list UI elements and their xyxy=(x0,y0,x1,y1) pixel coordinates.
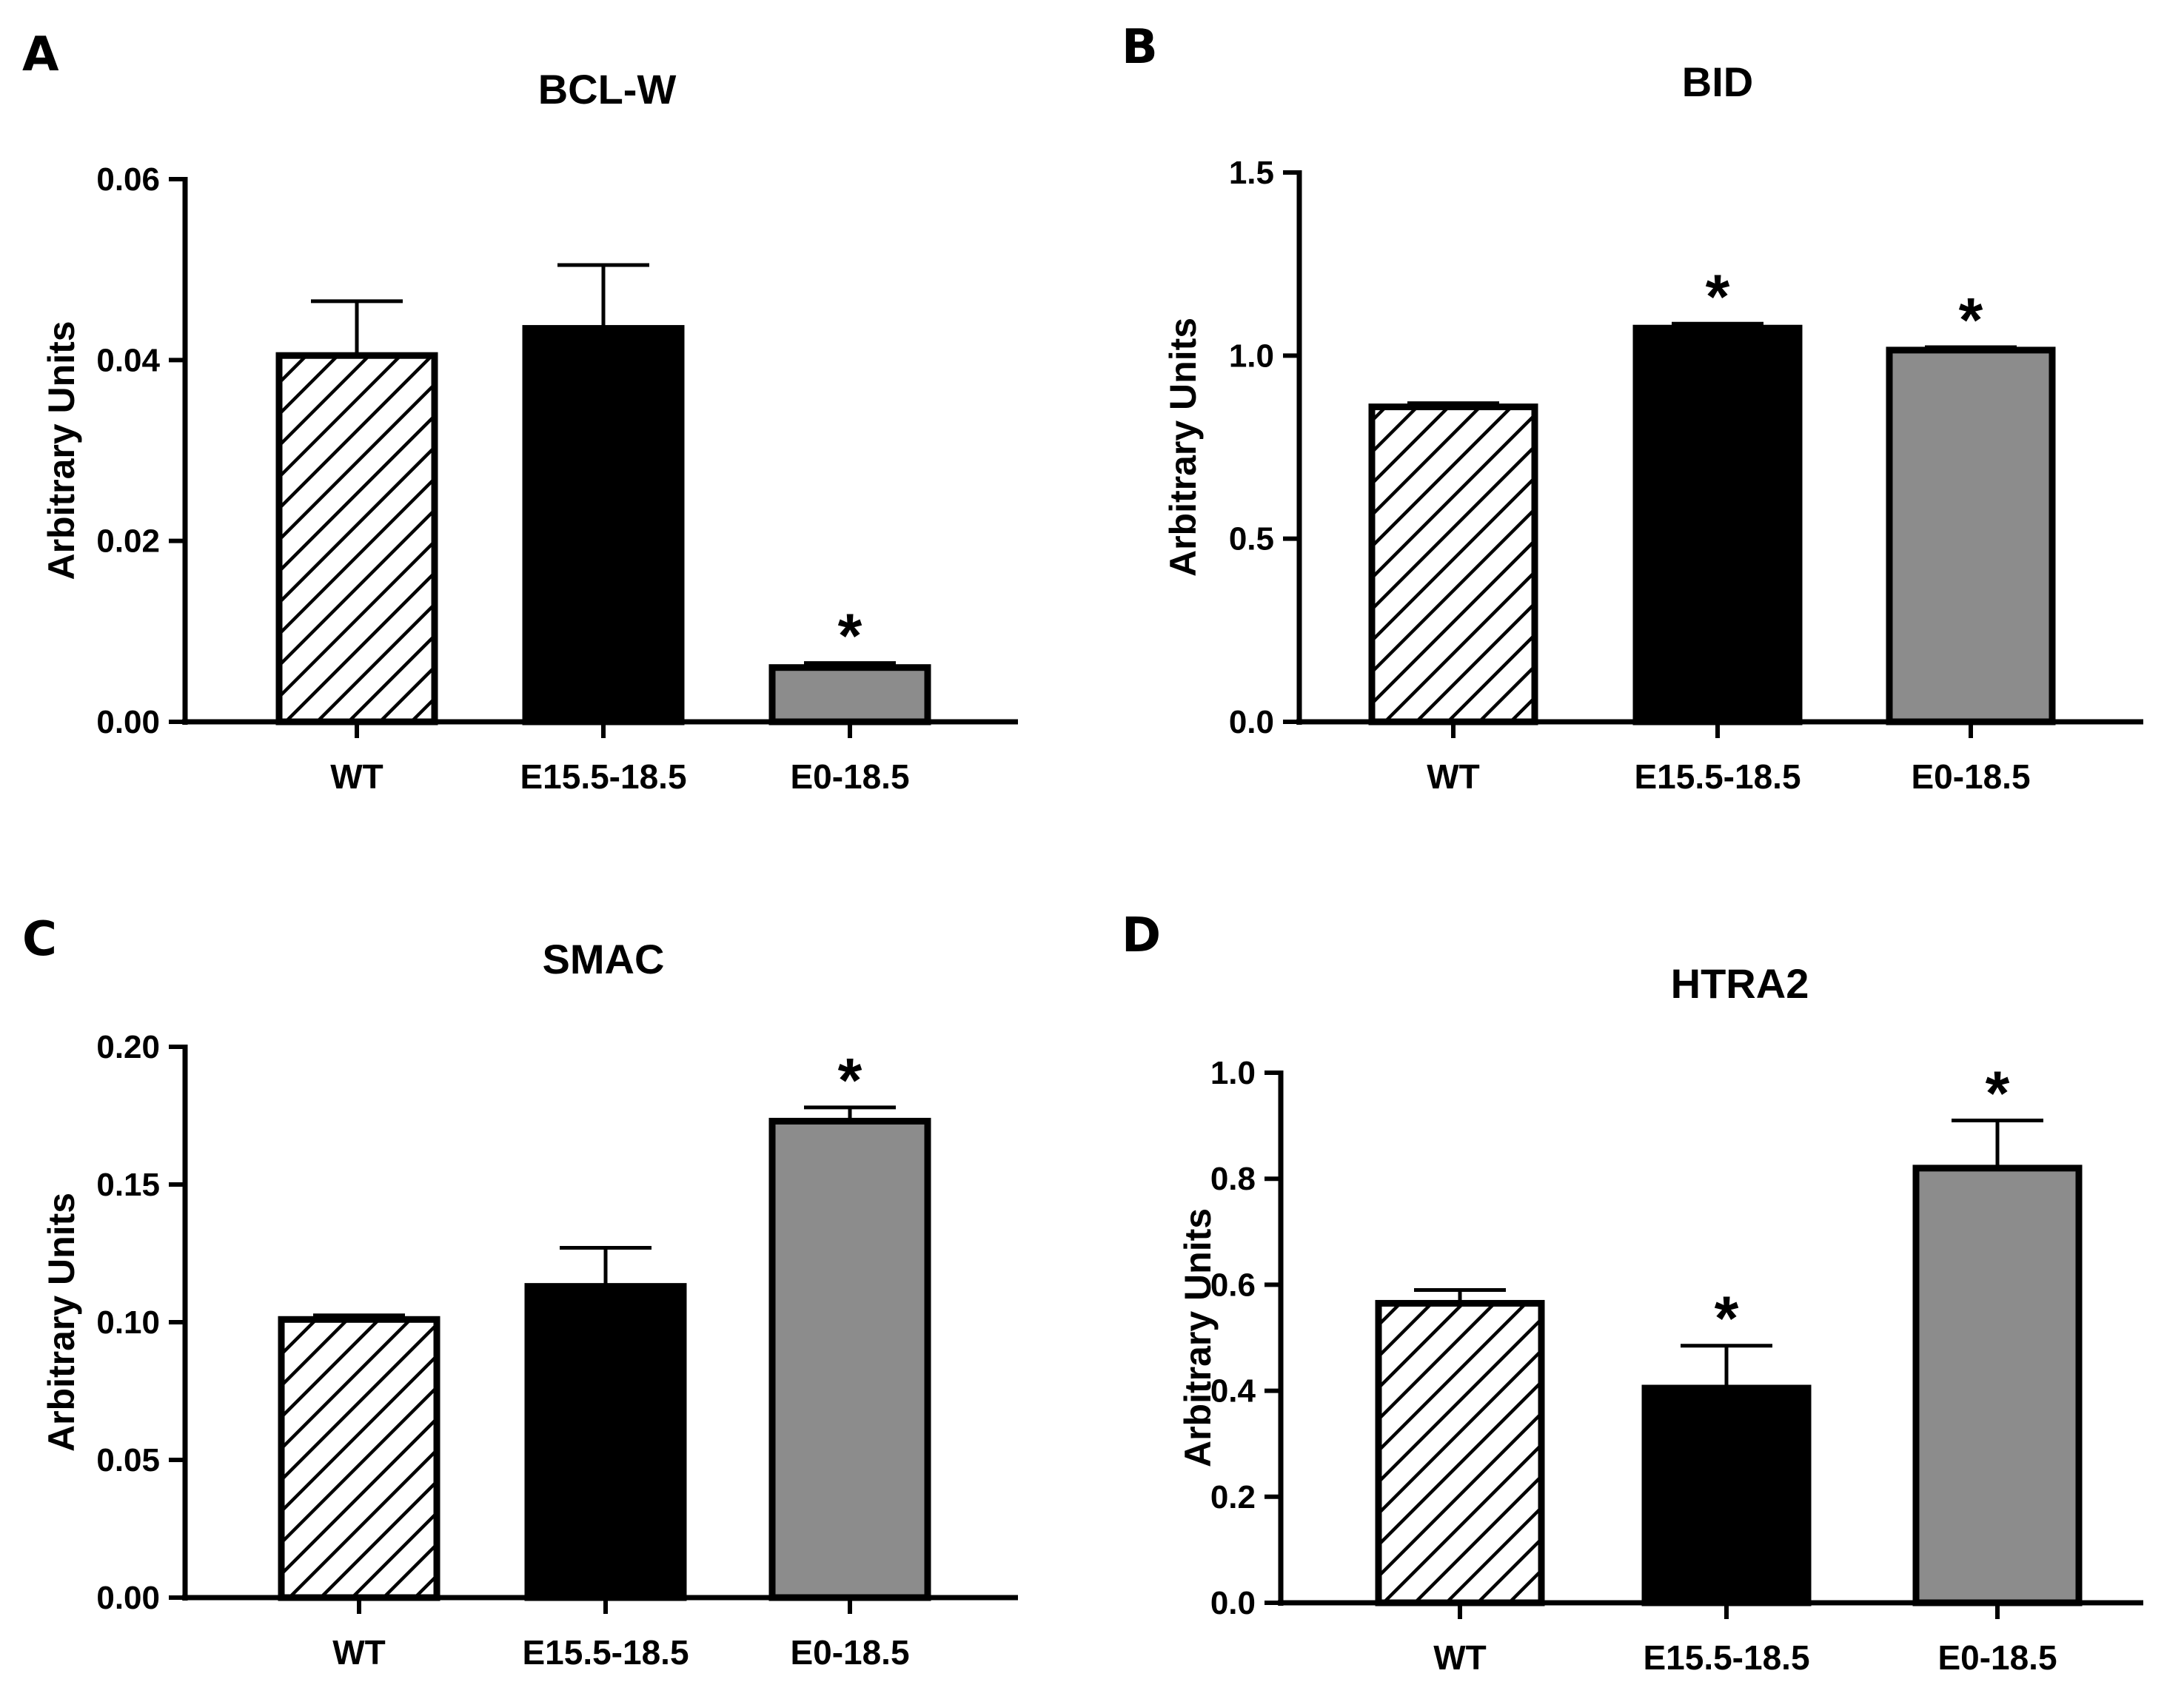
chart-title: SMAC xyxy=(543,936,665,982)
chart-panel-c: C SMAC Arbitrary Units 0.00 0.05 0.10 0.15 0.20… xyxy=(22,912,1018,1672)
x-category-label: E0-18.5 xyxy=(1937,1638,2057,1677)
y-tick-label: 0.0 xyxy=(1229,704,1274,740)
x-category-label: E15.5-18.5 xyxy=(520,757,686,796)
x-category-label: WT xyxy=(1433,1638,1487,1677)
y-tick-label: 0.04 xyxy=(96,342,160,378)
panel-letter: B xyxy=(1122,20,1158,75)
chart-panel-b: B BID Arbitrary Units 0.0 0.5 1.0 1.5 WT E15.5-1… xyxy=(1122,20,2143,796)
bar-e15.5-18.5 xyxy=(1632,324,1803,726)
y-tick-label: 0.4 xyxy=(1210,1373,1256,1410)
significance-star: * xyxy=(1706,261,1730,331)
x-category-label: WT xyxy=(1427,757,1480,796)
bar-e15.5-18.5 xyxy=(522,325,685,726)
significance-star: * xyxy=(1959,285,1983,355)
panel-letter: D xyxy=(1122,908,1161,963)
panel-letter: A xyxy=(22,27,59,82)
y-tick-label: 0.00 xyxy=(96,704,160,740)
x-category-label: E0-18.5 xyxy=(790,1633,909,1672)
y-tick-label: 0.00 xyxy=(96,1580,160,1616)
chart-panel-d: D HTRA2 Arbitrary Units 0.0 0.2 0.4 0.6 0.8 1.0 W… xyxy=(1122,908,2143,1677)
bar-wt xyxy=(275,352,438,726)
bar-wt xyxy=(278,1316,441,1601)
y-tick-label: 0.10 xyxy=(96,1304,160,1341)
x-category-label: E0-18.5 xyxy=(1911,757,2030,796)
bar-wt xyxy=(1368,403,1538,726)
bar-wt xyxy=(1375,1299,1545,1606)
y-axis-label: Arbitrary Units xyxy=(1162,318,1204,577)
bar-e15.5-18.5 xyxy=(524,1283,687,1601)
x-category-label: WT xyxy=(330,757,383,796)
y-tick-label: 0.05 xyxy=(96,1442,160,1478)
bar-e15.5-18.5 xyxy=(1641,1384,1812,1606)
y-axis-label: Arbitrary Units xyxy=(41,1193,82,1452)
y-tick-label: 0.02 xyxy=(96,523,160,560)
y-tick-label: 1.0 xyxy=(1229,338,1274,374)
y-tick-label: 1.5 xyxy=(1229,155,1274,191)
y-axis-label: Arbitrary Units xyxy=(41,321,82,580)
y-tick-label: 0.06 xyxy=(96,161,160,198)
chart-panel-a: A BCL-W Arbitrary Units 0.00 0.02 0.04 0.06 WT E… xyxy=(22,27,1018,796)
y-tick-label: 0.5 xyxy=(1229,521,1274,557)
significance-star: * xyxy=(838,601,862,671)
y-tick-label: 0.2 xyxy=(1210,1479,1256,1515)
y-tick-label: 0.0 xyxy=(1210,1585,1256,1621)
bar-e0-18.5 xyxy=(768,1117,931,1601)
bar-e0-18.5 xyxy=(768,664,931,726)
y-tick-label: 0.8 xyxy=(1210,1161,1256,1197)
chart-title: BCL-W xyxy=(538,66,677,113)
x-category-label: WT xyxy=(332,1633,386,1672)
significance-star: * xyxy=(838,1045,862,1115)
bar-e0-18.5 xyxy=(1912,1165,2083,1606)
y-tick-label: 1.0 xyxy=(1210,1055,1256,1091)
x-category-label: E15.5-18.5 xyxy=(1643,1638,1809,1677)
x-category-label: E15.5-18.5 xyxy=(1634,757,1801,796)
y-tick-label: 0.20 xyxy=(96,1029,160,1065)
panel-letter: C xyxy=(22,912,57,967)
significance-star: * xyxy=(1715,1284,1739,1353)
significance-star: * xyxy=(1986,1058,2010,1128)
x-category-label: E0-18.5 xyxy=(790,757,909,796)
y-tick-label: 0.6 xyxy=(1210,1267,1256,1303)
y-tick-label: 0.15 xyxy=(96,1167,160,1203)
chart-title: BID xyxy=(1682,58,1753,105)
y-axis-label: Arbitrary Units xyxy=(1177,1208,1219,1467)
chart-title: HTRA2 xyxy=(1671,960,1809,1007)
bar-e0-18.5 xyxy=(1886,346,2056,726)
x-category-label: E15.5-18.5 xyxy=(522,1633,689,1672)
